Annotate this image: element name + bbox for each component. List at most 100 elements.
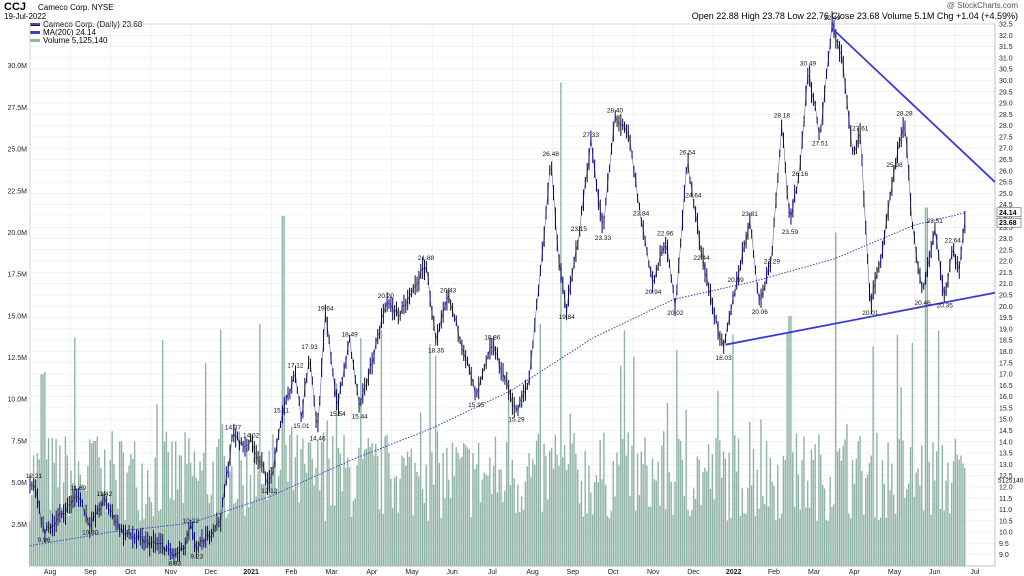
price-tick-label: 12.0 [999,484,1013,491]
volume-bar [674,481,676,566]
price-tick-label: 32.5 [999,22,1013,29]
volume-bar [663,431,665,566]
price-tick-label: 22.0 [999,259,1013,266]
volume-bar [950,482,953,566]
volume-tick-label: 15.0M [8,313,28,320]
volume-bar [395,476,398,566]
volume-bar [754,516,757,566]
price-tick-label: 28.5 [999,112,1013,119]
volume-bar [919,485,921,566]
volume-bar [219,329,222,566]
peak-trough-label: 9.96 [38,537,51,544]
stockcharts-watermark: @ StockCharts.com [946,1,1018,10]
volume-bar [537,433,540,566]
volume-bar [909,447,912,566]
month-tick-label: Nov [165,569,178,576]
volume-bar [229,471,231,566]
peak-trough-label: 18.36 [484,334,501,341]
price-tick-label: 19.5 [999,315,1013,322]
month-tick-label: Jul [488,569,497,576]
volume-bar [750,485,753,566]
volume-bar [365,448,368,566]
peak-trough-label: 23.33 [595,235,612,242]
volume-bar [332,435,334,566]
ohlc-readout: Open 22.88 High 23.78 Low 22.76 Close 23… [691,11,1018,21]
volume-bar [44,371,46,566]
volume-bar [590,492,592,566]
price-tick-label: 11.0 [999,507,1012,514]
volume-bar [485,474,487,566]
volume-bar [752,448,755,566]
peak-trough-label: 9.23 [191,554,204,561]
volume-bar [806,480,809,566]
volume-bar [214,514,216,566]
peak-trough-label: 19.84 [559,314,576,321]
volume-bar [302,438,304,566]
volume-bar [384,436,386,566]
peak-trough-label: 22.64 [945,238,962,245]
volume-bar [887,442,889,566]
volume-bar [90,443,93,566]
volume-bar [491,494,493,566]
volume-bar [270,481,272,566]
volume-bar [102,491,104,566]
price-layer [29,11,966,565]
volume-bar [317,440,319,566]
volume-bar [261,483,263,566]
price-tick-label: 32.0 [999,33,1013,40]
trendline [725,291,996,346]
volume-bar [539,323,542,566]
volume-bar [569,413,571,566]
volume-bar [646,465,648,566]
volume-bar [244,515,246,566]
volume-bar [937,330,940,566]
volume-bar [505,442,508,566]
price-tick-label: 24.5 [999,202,1013,209]
volume-bar [771,481,773,566]
volume-bar [307,442,310,566]
volume-bar [388,452,390,566]
peak-trough-label: 19.64 [317,305,334,312]
volume-bar [498,469,500,566]
price-tick-label: 16.0 [999,394,1013,401]
month-tick-label: 2022 [726,569,742,576]
volume-bar [633,356,635,566]
volume-bar [148,496,151,566]
month-tick-label: Dec [687,569,700,576]
volume-bar [294,457,297,566]
volume-bar [917,468,919,566]
volume-bar [945,480,947,566]
volume-bar [161,340,164,566]
peak-trough-label: 18.03 [715,355,732,362]
volume-bar [274,461,276,566]
volume-tick-label: 10.0M [8,397,28,404]
trendline [831,27,996,183]
volume-bar [416,471,418,566]
volume-bar [354,498,356,566]
peak-trough-label: 20.94 [645,289,662,296]
volume-bar [105,510,108,566]
month-tick-label: Oct [608,569,619,576]
volume-bar [193,451,196,566]
ma200-line [29,212,965,547]
volume-bar [900,387,902,566]
volume-bar [689,515,691,566]
volume-bar [272,434,274,566]
volume-bar [924,207,927,566]
volume-bar [94,440,97,566]
annotation-layer: 12.21 9.96 11.69 10.30 11.42 8.93 10.22 9.23 14.… [26,15,961,567]
volume-bar [838,448,841,566]
volume-bar [296,434,298,566]
volume-bar [792,452,794,566]
volume-bar [77,461,80,566]
volume-bar [326,420,328,566]
volume-bar [363,449,366,566]
volume-bar [191,476,194,566]
volume-bar [683,496,685,566]
volume-bar [960,455,962,566]
volume-bar [664,509,667,566]
volume-bar [696,456,699,566]
volume-bar [591,514,594,566]
volume-bar [749,421,751,566]
